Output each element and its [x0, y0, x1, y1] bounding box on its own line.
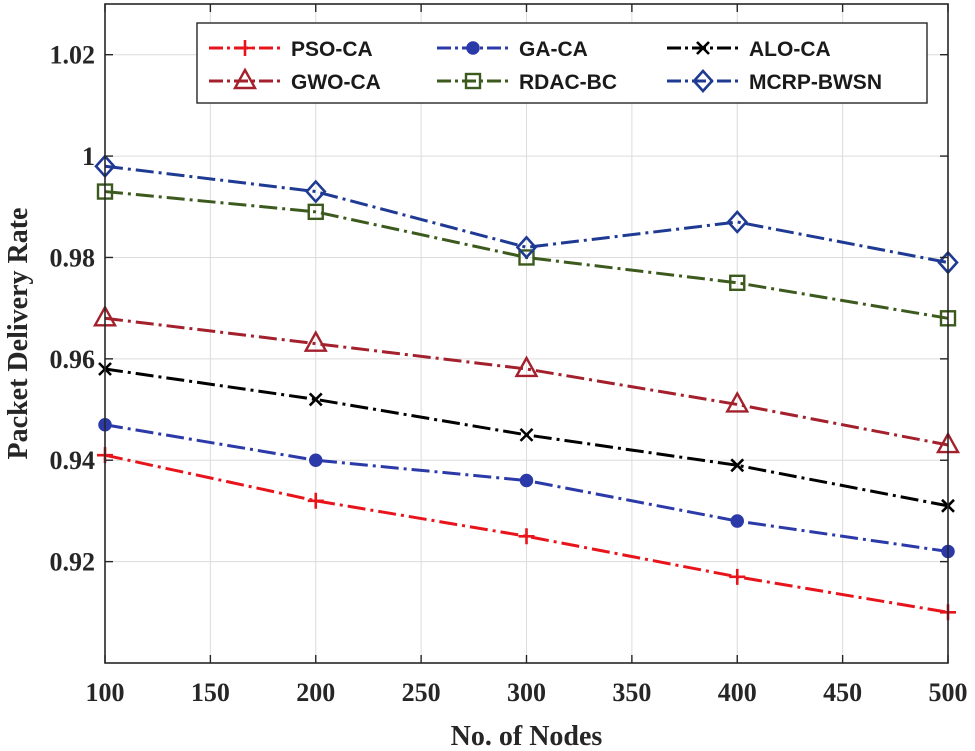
legend-marker: [237, 40, 253, 56]
data-point-marker: [305, 179, 327, 204]
y-tick-label: 0.94: [50, 446, 96, 475]
legend-item: GWO-CA: [209, 67, 381, 94]
data-point-marker: [514, 355, 539, 378]
legend-label: ALO-CA: [749, 38, 831, 61]
legend-label: PSO-CA: [291, 38, 373, 61]
data-point-marker: [730, 458, 745, 473]
y-tick-label: 0.96: [50, 345, 96, 374]
y-tick-label: 1.02: [50, 41, 96, 70]
legend-label: GA-CA: [519, 38, 588, 61]
data-point-marker: [518, 249, 535, 266]
data-point-marker: [519, 427, 534, 442]
x-tick-label: 400: [718, 678, 757, 707]
x-tick-label: 200: [296, 678, 335, 707]
legend-item: ALO-CA: [667, 38, 831, 61]
legend-box: [196, 22, 928, 104]
x-tick-label: 250: [402, 678, 441, 707]
x-tick-label: 500: [929, 678, 968, 707]
legend-label: GWO-CA: [291, 71, 381, 94]
data-point-marker: [307, 203, 324, 221]
x-axis-title: No. of Nodes: [451, 721, 603, 751]
legend-marker: [692, 69, 714, 93]
legend-marker: [696, 41, 710, 55]
y-tick-label: 0.98: [50, 243, 96, 272]
y-tick-label: 1: [82, 142, 95, 171]
data-point-marker: [309, 453, 323, 467]
data-point-marker: [729, 568, 746, 585]
legend-marker: [464, 72, 482, 90]
y-tick-label: 0.92: [50, 548, 96, 577]
data-point-marker: [307, 492, 324, 509]
data-point-marker: [518, 528, 535, 545]
data-point-marker: [515, 235, 538, 260]
series-line: [104, 164, 949, 265]
legend: PSO-CA GA-CA ALO-CA GWO-CA RDAC-BC MCRP-BWSN: [196, 22, 928, 104]
series-ga-ca: [98, 417, 955, 559]
series-line: [104, 316, 949, 447]
series-layer: [92, 154, 961, 621]
x-tick-label: 350: [612, 678, 651, 707]
x-tick-label: 300: [507, 678, 546, 707]
data-point-marker: [726, 210, 748, 234]
y-axis-title: Packet Delivery Rate: [3, 208, 34, 460]
data-point-marker: [729, 274, 746, 292]
data-point-marker: [303, 330, 328, 352]
legend-label: MCRP-BWSN: [749, 71, 882, 94]
x-tick-label: 150: [191, 678, 230, 707]
x-tick-label: 100: [86, 678, 125, 707]
data-point-marker: [519, 473, 534, 488]
data-point-marker: [308, 392, 323, 407]
legend-item: PSO-CA: [209, 38, 373, 61]
legend-marker: [466, 41, 480, 55]
tick-labels: 100 150 200 250 300 350 400 450 500 0.92 0.94 0.96 0…: [50, 4, 968, 707]
legend-marker: [232, 67, 258, 90]
series-line: [104, 453, 949, 614]
legend-item: MCRP-BWSN: [667, 69, 882, 94]
x-tick-label: 450: [823, 678, 862, 707]
legend-item: RDAC-BC: [437, 71, 617, 94]
data-point-marker: [730, 514, 744, 528]
data-point-marker: [725, 390, 750, 413]
legend-label: RDAC-BC: [519, 71, 617, 94]
legend-item: GA-CA: [437, 38, 588, 61]
